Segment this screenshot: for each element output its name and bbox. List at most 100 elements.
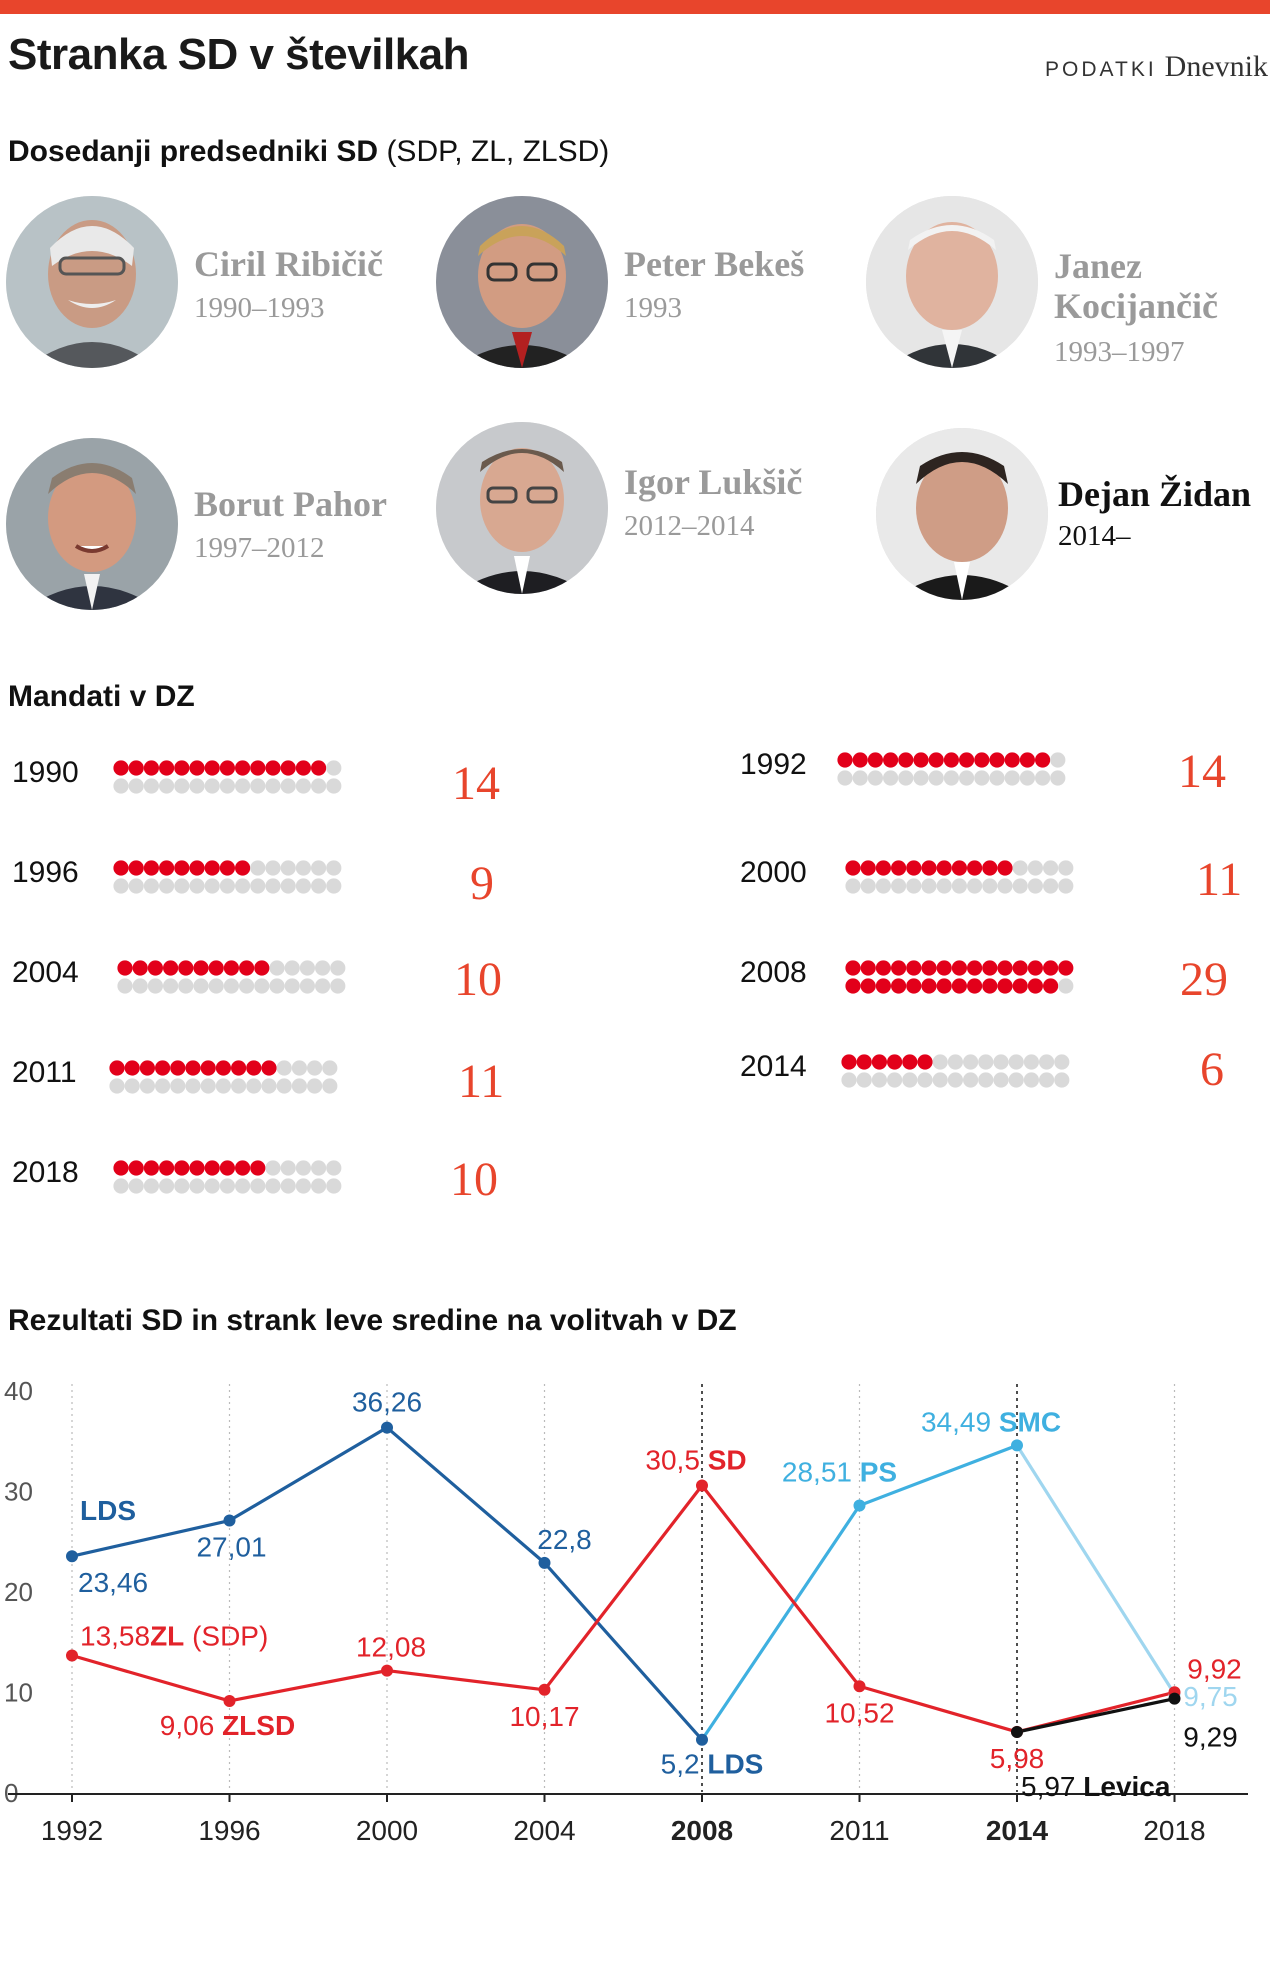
seat-dot-won <box>883 752 899 768</box>
seat-dot-empty <box>1027 878 1043 894</box>
seat-dot-won <box>159 860 175 876</box>
seat-dot-empty <box>1023 1054 1039 1070</box>
seat-dot-empty <box>1054 1072 1070 1088</box>
seat-dot-empty <box>284 978 300 994</box>
seat-dot-won <box>200 1060 216 1076</box>
seat-dot-won <box>295 760 311 776</box>
point-lds <box>381 1421 393 1434</box>
seat-dot-won <box>109 1060 125 1076</box>
point-sd <box>223 1694 236 1707</box>
seat-dot-empty <box>223 978 239 994</box>
data-label-sd: 12,08 <box>356 1632 426 1663</box>
seat-dot-empty <box>1039 1072 1055 1088</box>
seat-dot-won <box>113 860 129 876</box>
seat-dot-won <box>875 860 891 876</box>
seat-dot-won <box>860 860 876 876</box>
seat-dot-empty <box>295 878 311 894</box>
president-name: Peter Bekeš <box>624 244 805 284</box>
data-label-levica: 5,97 Levica <box>1021 1771 1171 1802</box>
seat-dot-empty <box>947 1054 963 1070</box>
seat-dot-empty <box>219 778 235 794</box>
seat-dot-empty <box>295 778 311 794</box>
seat-dots <box>845 960 1074 994</box>
top-accent-bar <box>0 0 1270 14</box>
seat-dot-won <box>178 960 194 976</box>
data-label-lds: 36,26 <box>352 1387 422 1418</box>
seat-dot-won <box>967 960 983 976</box>
seat-dot-empty <box>326 778 342 794</box>
seat-dot-empty <box>883 770 899 786</box>
seat-dot-empty <box>295 1178 311 1194</box>
seat-dot-won <box>204 1160 220 1176</box>
data-label-sd: 5,98 <box>990 1743 1045 1774</box>
seat-dot-empty <box>189 878 205 894</box>
point-lds <box>696 1733 708 1746</box>
seat-dot-won <box>143 760 159 776</box>
seat-dot-empty <box>280 1178 296 1194</box>
x-tick-label: 2018 <box>1143 1815 1205 1846</box>
seat-dot-empty <box>932 1054 948 1070</box>
point-levica <box>1011 1726 1023 1739</box>
seat-dot-won <box>871 1054 887 1070</box>
seat-dot-empty <box>235 1178 251 1194</box>
seat-dot-empty <box>143 778 159 794</box>
mandate-seats: 11 <box>458 1055 505 1108</box>
seat-dot-empty <box>963 1072 979 1088</box>
seat-dot-won <box>974 752 990 768</box>
seat-dot-won <box>867 752 883 768</box>
seat-dot-won <box>204 860 220 876</box>
seat-dot-empty <box>124 1078 140 1094</box>
results-chart: 0102030401992199620002004200820112014201… <box>0 1360 1270 1880</box>
seat-dot-empty <box>295 860 311 876</box>
seat-dot-won <box>943 752 959 768</box>
point-sd <box>66 1649 78 1662</box>
seat-dot-won <box>208 960 224 976</box>
seat-dot-empty <box>315 960 331 976</box>
seat-dot-won <box>174 1160 190 1176</box>
data-label-lds: 22,8 <box>537 1524 592 1555</box>
seat-dot-won <box>132 960 148 976</box>
seat-dot-empty <box>307 1060 323 1076</box>
seat-dot-empty <box>174 778 190 794</box>
seat-dot-won <box>174 760 190 776</box>
seat-dot-empty <box>265 860 281 876</box>
seat-dot-empty <box>1039 1054 1055 1070</box>
seat-dot-won <box>155 1060 171 1076</box>
seat-dots <box>109 1060 338 1094</box>
seat-dot-won <box>311 760 327 776</box>
seat-dot-empty <box>109 1078 125 1094</box>
seat-dot-won <box>913 752 929 768</box>
seat-dot-won <box>860 960 876 976</box>
mandate-seats: 10 <box>454 953 502 1006</box>
seat-dot-empty <box>291 1060 307 1076</box>
x-tick-label: 2000 <box>356 1815 418 1846</box>
president-name: Dejan Židan <box>1058 474 1252 514</box>
president-years: 1997–2012 <box>194 532 325 564</box>
data-label-sd: 10,52 <box>824 1697 894 1728</box>
seat-dot-empty <box>276 1078 292 1094</box>
seat-dot-empty <box>1054 1054 1070 1070</box>
seat-dot-empty <box>982 878 998 894</box>
seat-dot-empty <box>967 878 983 894</box>
seat-dot-won <box>1019 752 1035 768</box>
seat-dot-empty <box>1008 1072 1024 1088</box>
presidents-heading-bold: Dosedanji predsedniki SD <box>8 135 379 168</box>
seat-dot-empty <box>326 760 342 776</box>
x-tick-label: 1996 <box>198 1815 260 1846</box>
seat-dot-won <box>982 960 998 976</box>
seat-dot-won <box>852 752 868 768</box>
seat-dot-won <box>1004 752 1020 768</box>
seat-dot-won <box>128 860 144 876</box>
seat-dot-won <box>235 860 251 876</box>
seat-dot-empty <box>113 878 129 894</box>
seat-dot-empty <box>871 1072 887 1088</box>
seat-dot-empty <box>269 978 285 994</box>
mandate-seats: 11 <box>1196 853 1243 906</box>
point-ps-smc <box>853 1499 866 1512</box>
seat-dot-empty <box>1008 1054 1024 1070</box>
series-line-sd <box>71 1483 1175 1734</box>
seat-dot-empty <box>860 878 876 894</box>
source-label: PODATKI <box>1045 58 1157 81</box>
mandate-year: 2004 <box>12 956 79 989</box>
seat-dot-empty <box>261 1078 277 1094</box>
